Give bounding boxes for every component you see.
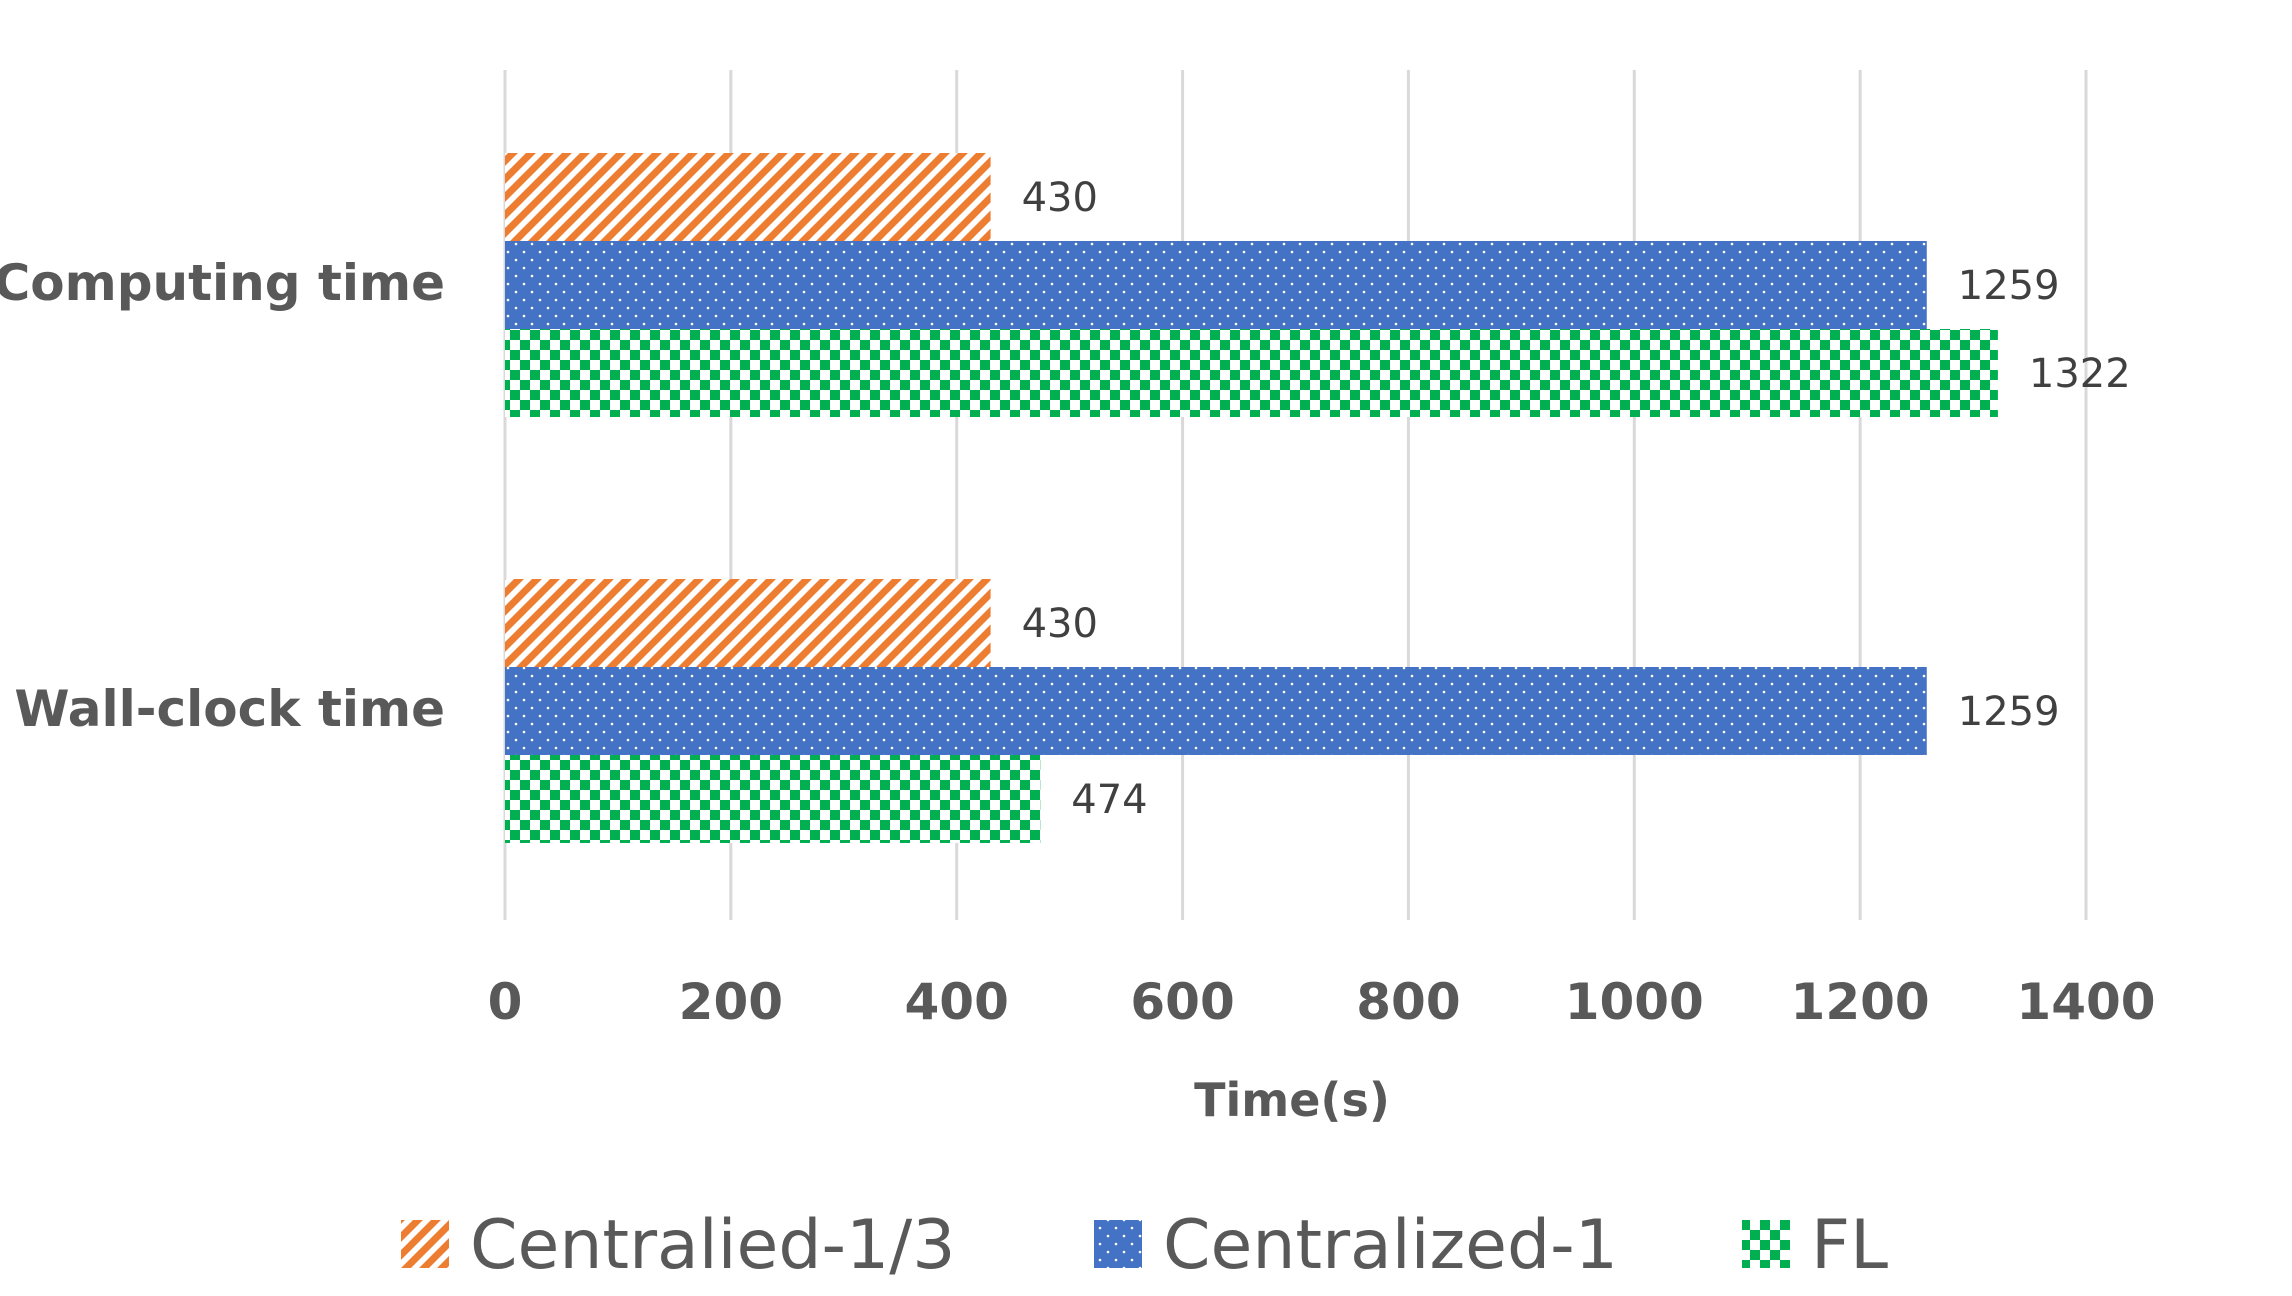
category-label-0: Computing time (0, 254, 445, 312)
data-label-0-2: 1322 (2029, 351, 2131, 397)
bars (505, 153, 1998, 843)
x-tick-label-1200: 1200 (1791, 973, 1930, 1031)
x-tick-label-400: 400 (905, 973, 1009, 1031)
x-tick-label-800: 800 (1356, 973, 1460, 1031)
x-tick-label-200: 200 (679, 973, 783, 1031)
data-label-1-1: 1259 (1958, 689, 2060, 735)
data-label-0-1: 1259 (1958, 263, 2060, 309)
x-tick-label-600: 600 (1130, 973, 1234, 1031)
data-label-1-2: 474 (1071, 777, 1147, 823)
bar-1-2 (505, 755, 1041, 843)
bar-0-0 (505, 153, 991, 241)
x-axis-ticks: 0 200 400 600 800 1000 1200 1400 (488, 973, 2156, 1031)
data-labels: 430 1259 1322 430 1259 474 (1022, 175, 2131, 823)
x-axis-title: Time(s) (1194, 1073, 1390, 1127)
bar-1-0 (505, 579, 991, 667)
x-tick-label-1400: 1400 (2016, 973, 2155, 1031)
legend: Centralied-1/3 Centralized-1 FL (401, 1206, 1888, 1285)
data-label-1-0: 430 (1022, 601, 1098, 647)
legend-label-1: Centralized-1 (1163, 1206, 1618, 1285)
category-labels: Computing time Wall-clock time (0, 254, 445, 738)
x-tick-label-0: 0 (488, 973, 523, 1031)
bar-0-1 (505, 241, 1927, 329)
category-label-1: Wall-clock time (14, 680, 445, 738)
legend-swatch-1 (1094, 1220, 1142, 1268)
legend-label-2: FL (1811, 1206, 1888, 1285)
x-tick-label-1000: 1000 (1565, 973, 1704, 1031)
data-label-0-0: 430 (1022, 175, 1098, 221)
legend-label-0: Centralied-1/3 (470, 1206, 955, 1285)
bar-0-2 (505, 329, 1998, 417)
legend-swatch-0 (401, 1220, 449, 1268)
bar-1-1 (505, 667, 1927, 755)
legend-swatch-2 (1742, 1220, 1790, 1268)
